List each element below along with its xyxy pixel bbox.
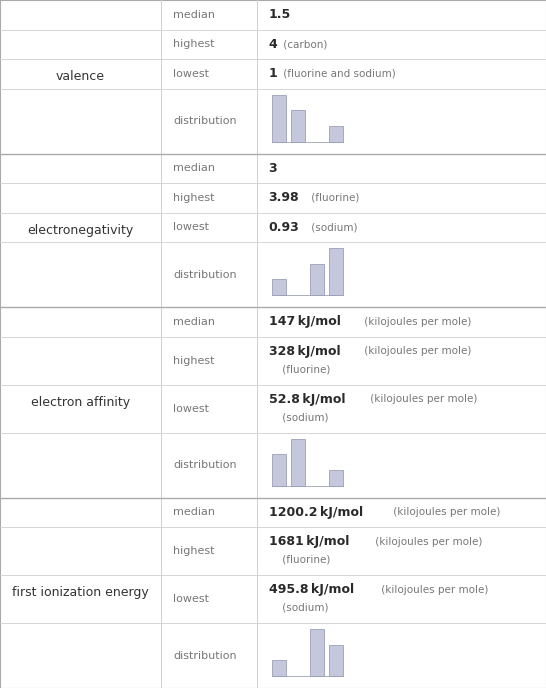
Text: (fluorine): (fluorine): [278, 555, 330, 565]
Text: 1681 kJ/mol: 1681 kJ/mol: [269, 535, 349, 548]
Text: (sodium): (sodium): [278, 412, 328, 422]
Text: 1200.2 kJ/mol: 1200.2 kJ/mol: [269, 506, 363, 519]
Bar: [271, 95, 286, 142]
Text: (kilojoules per mole): (kilojoules per mole): [372, 537, 483, 546]
Text: (sodium): (sodium): [308, 222, 358, 233]
Text: median: median: [173, 316, 215, 327]
Text: 3: 3: [269, 162, 277, 175]
Text: lowest: lowest: [173, 594, 209, 604]
Bar: [271, 660, 286, 676]
Text: lowest: lowest: [173, 404, 209, 413]
Text: 328 kJ/mol: 328 kJ/mol: [269, 345, 340, 358]
Text: median: median: [173, 507, 215, 517]
Bar: [290, 439, 305, 486]
Text: (carbon): (carbon): [280, 39, 327, 50]
Text: (sodium): (sodium): [278, 603, 328, 613]
Text: (fluorine): (fluorine): [278, 365, 330, 374]
Text: highest: highest: [173, 546, 215, 556]
Text: 1.5: 1.5: [269, 8, 291, 21]
Text: 3.98: 3.98: [269, 191, 299, 204]
Text: (kilojoules per mole): (kilojoules per mole): [390, 507, 501, 517]
Text: highest: highest: [173, 356, 215, 365]
Text: (fluorine): (fluorine): [308, 193, 359, 203]
Bar: [329, 126, 343, 142]
Bar: [310, 264, 324, 295]
Text: (fluorine and sodium): (fluorine and sodium): [280, 69, 396, 79]
Text: lowest: lowest: [173, 69, 209, 79]
Text: 495.8 kJ/mol: 495.8 kJ/mol: [269, 583, 354, 596]
Text: lowest: lowest: [173, 222, 209, 233]
Bar: [329, 645, 343, 676]
Text: (kilojoules per mole): (kilojoules per mole): [367, 394, 478, 404]
Bar: [329, 248, 343, 295]
Text: (kilojoules per mole): (kilojoules per mole): [378, 585, 489, 594]
Text: highest: highest: [173, 39, 215, 50]
Text: valence: valence: [56, 70, 105, 83]
Text: distribution: distribution: [173, 116, 237, 126]
Text: (kilojoules per mole): (kilojoules per mole): [361, 316, 472, 327]
Text: distribution: distribution: [173, 460, 237, 470]
Bar: [310, 630, 324, 676]
Text: median: median: [173, 10, 215, 20]
Text: distribution: distribution: [173, 651, 237, 660]
Bar: [290, 111, 305, 142]
Text: electron affinity: electron affinity: [31, 396, 130, 409]
Text: 52.8 kJ/mol: 52.8 kJ/mol: [269, 393, 345, 406]
Text: 4: 4: [269, 38, 277, 51]
Text: distribution: distribution: [173, 270, 237, 279]
Text: (kilojoules per mole): (kilojoules per mole): [361, 346, 471, 356]
Text: electronegativity: electronegativity: [27, 224, 134, 237]
Text: highest: highest: [173, 193, 215, 203]
Text: median: median: [173, 163, 215, 173]
Text: 0.93: 0.93: [269, 221, 299, 234]
Bar: [271, 279, 286, 295]
Text: 147 kJ/mol: 147 kJ/mol: [269, 315, 341, 328]
Bar: [329, 470, 343, 486]
Bar: [271, 455, 286, 486]
Text: first ionization energy: first ionization energy: [12, 586, 149, 599]
Text: 1: 1: [269, 67, 277, 80]
